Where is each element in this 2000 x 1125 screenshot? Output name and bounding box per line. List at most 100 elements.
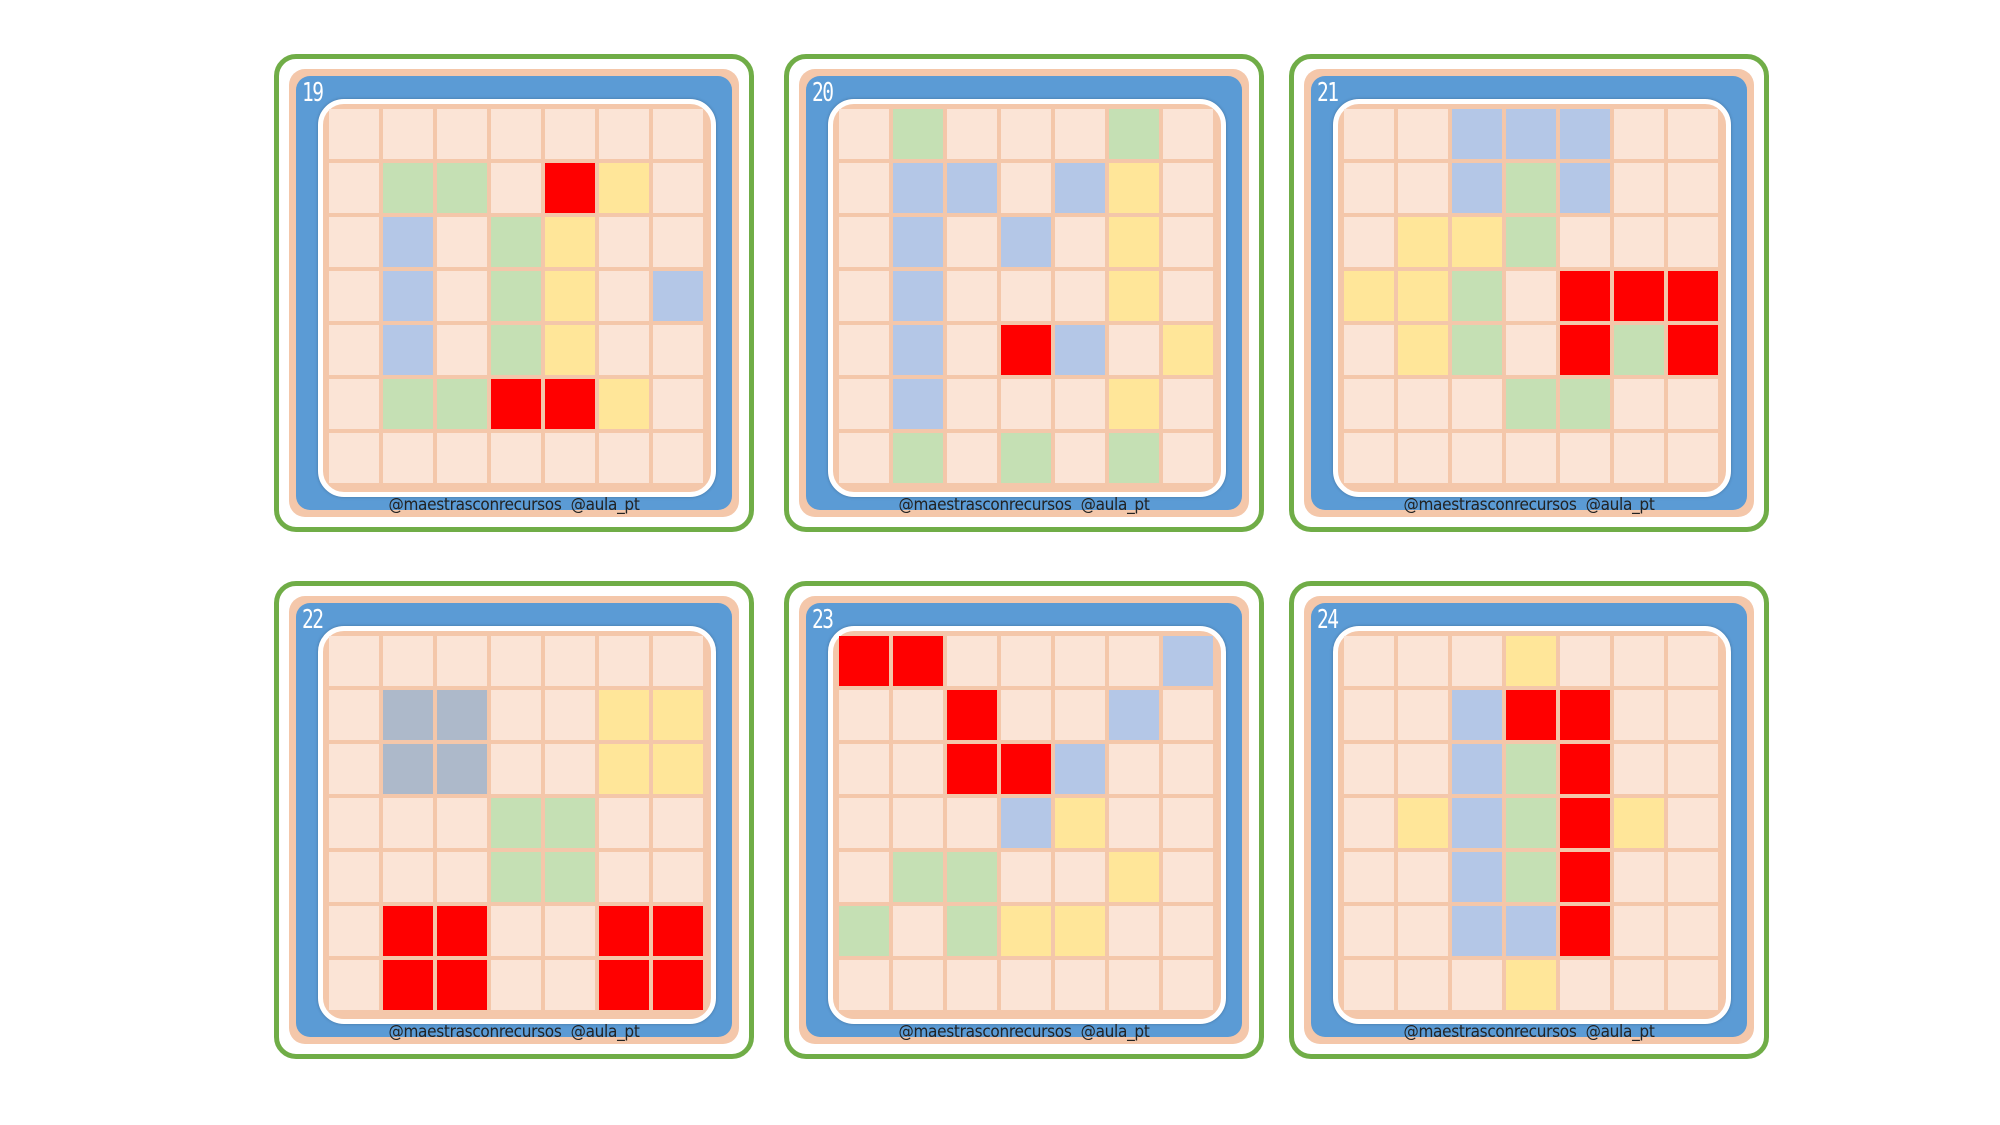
grid-cell-empty (491, 109, 541, 159)
grid-cell-blue (1452, 798, 1502, 848)
grid-cell-green (1109, 433, 1159, 483)
grid-cell-empty (1614, 163, 1664, 213)
grid-cell-empty (437, 852, 487, 902)
grid-cell-empty (1109, 906, 1159, 956)
grid-cell-red (1560, 798, 1610, 848)
grid-cell-empty (653, 217, 703, 267)
grid-cell-empty (491, 744, 541, 794)
grid-cell-empty (1163, 379, 1213, 429)
grid-cell-red (1560, 690, 1610, 740)
grid-cell-blue (1452, 744, 1502, 794)
color-grid (1344, 636, 1718, 1010)
grid-cell-empty (1344, 217, 1394, 267)
grid-cell-empty (545, 906, 595, 956)
grid-cell-empty (545, 690, 595, 740)
grid-cell-green (1506, 163, 1556, 213)
grid-cell-empty (1163, 906, 1213, 956)
grid-cell-empty (383, 636, 433, 686)
grid-cell-empty (1001, 690, 1051, 740)
grid-cell-empty (1055, 271, 1105, 321)
grid-cell-yellow (1344, 271, 1394, 321)
grid-cell-green (893, 109, 943, 159)
grid-cell-empty (491, 636, 541, 686)
grid-cell-red (947, 690, 997, 740)
grid-cell-empty (1668, 852, 1718, 902)
grid-cell-green (1614, 325, 1664, 375)
grid-cell-empty (1668, 109, 1718, 159)
grid-cell-green (437, 379, 487, 429)
color-grid (329, 109, 703, 483)
grid-cell-empty (1163, 690, 1213, 740)
grid-cell-green (545, 852, 595, 902)
grid-cell-empty (1668, 636, 1718, 686)
grid-cell-empty (599, 636, 649, 686)
grid-cell-blue (893, 271, 943, 321)
grid-cell-empty (1668, 690, 1718, 740)
credit-text: @maestrasconrecursos @aula_pt (1403, 495, 1655, 515)
card-border: 21 @maestrasconrecursos @aula_pt (1304, 69, 1754, 517)
credit-text: @maestrasconrecursos @aula_pt (898, 1022, 1150, 1042)
grid-cell-empty (1163, 217, 1213, 267)
grid-cell-empty (1163, 271, 1213, 321)
grid-cell-yellow (653, 744, 703, 794)
grid-cell-empty (1668, 798, 1718, 848)
grid-cell-empty (947, 379, 997, 429)
grid-cell-green (893, 852, 943, 902)
grid-cell-red (893, 636, 943, 686)
grid-cell-empty (1668, 163, 1718, 213)
grid-cell-red (1506, 690, 1556, 740)
grid-cell-empty (437, 217, 487, 267)
grid-cell-red (599, 960, 649, 1010)
grid-cell-blue (1001, 798, 1051, 848)
card-number: 19 (302, 78, 324, 108)
grid-cell-empty (653, 433, 703, 483)
grid-cell-empty (839, 379, 889, 429)
grid-cell-green (545, 798, 595, 848)
grid-cell-empty (1398, 109, 1448, 159)
grid-cell-empty (1398, 433, 1448, 483)
grid-cell-empty (1001, 163, 1051, 213)
grid-cell-empty (1398, 744, 1448, 794)
grid-cell-empty (1109, 325, 1159, 375)
grid-cell-empty (1163, 163, 1213, 213)
grid-cell-empty (1001, 636, 1051, 686)
grid-cell-empty (437, 325, 487, 375)
grid-cell-empty (1344, 690, 1394, 740)
grid-cell-empty (839, 690, 889, 740)
grid-cell-empty (599, 852, 649, 902)
grid-cell-empty (1344, 325, 1394, 375)
grid-cell-blue (1506, 906, 1556, 956)
grid-cell-empty (1668, 744, 1718, 794)
grid-cell-empty (1398, 852, 1448, 902)
grid-cell-empty (1055, 960, 1105, 1010)
grid-cell-empty (1001, 379, 1051, 429)
grid-cell-empty (1668, 379, 1718, 429)
grid-cell-empty (491, 690, 541, 740)
grid-cell-empty (1344, 379, 1394, 429)
grid-cell-yellow (1506, 960, 1556, 1010)
grid-cell-empty (1055, 217, 1105, 267)
grid-cell-empty (329, 163, 379, 213)
grid-cell-yellow (1398, 217, 1448, 267)
grid-cell-empty (653, 798, 703, 848)
grid-cell-empty (1109, 798, 1159, 848)
grid-cell-red (599, 906, 649, 956)
grid-cell-empty (653, 325, 703, 375)
grid-cell-empty (437, 798, 487, 848)
grid-frame (828, 99, 1226, 497)
grid-cell-green (947, 852, 997, 902)
grid-cell-blue (1452, 690, 1502, 740)
card-background: 23 @maestrasconrecursos @aula_pt (806, 603, 1242, 1042)
grid-frame (318, 626, 716, 1024)
credit-text: @maestrasconrecursos @aula_pt (388, 1022, 640, 1042)
grid-cell-empty (329, 798, 379, 848)
grid-cell-empty (1560, 636, 1610, 686)
card-border: 19 @maestrasconrecursos @aula_pt (289, 69, 739, 517)
grid-cell-empty (947, 271, 997, 321)
grid-cell-empty (1344, 433, 1394, 483)
card-number: 23 (812, 605, 834, 635)
grid-cell-empty (491, 906, 541, 956)
grid-cell-empty (491, 433, 541, 483)
grid-cell-empty (1614, 960, 1664, 1010)
grid-cell-empty (437, 636, 487, 686)
